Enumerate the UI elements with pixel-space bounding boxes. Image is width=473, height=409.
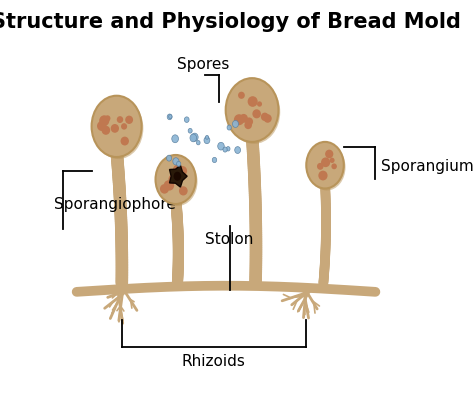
Text: Sporangium: Sporangium — [381, 158, 473, 173]
Ellipse shape — [111, 125, 119, 133]
Ellipse shape — [205, 136, 209, 140]
Ellipse shape — [227, 126, 231, 131]
Ellipse shape — [235, 147, 241, 154]
Ellipse shape — [261, 113, 269, 122]
Text: Spores: Spores — [177, 57, 229, 72]
Ellipse shape — [223, 148, 227, 153]
Ellipse shape — [245, 122, 252, 130]
Ellipse shape — [317, 164, 324, 171]
Ellipse shape — [204, 137, 210, 144]
Text: Rhizoids: Rhizoids — [182, 353, 246, 368]
Ellipse shape — [253, 110, 261, 119]
Ellipse shape — [245, 118, 253, 126]
Ellipse shape — [332, 164, 337, 170]
Ellipse shape — [166, 156, 172, 162]
Ellipse shape — [218, 143, 224, 151]
Ellipse shape — [234, 115, 244, 126]
Text: Structure and Physiology of Bread Mold: Structure and Physiology of Bread Mold — [0, 12, 461, 32]
Ellipse shape — [248, 97, 258, 108]
Ellipse shape — [169, 115, 172, 119]
Ellipse shape — [92, 97, 141, 157]
Ellipse shape — [167, 115, 172, 120]
Ellipse shape — [105, 116, 111, 122]
Ellipse shape — [226, 147, 230, 152]
Ellipse shape — [325, 150, 333, 159]
Ellipse shape — [99, 116, 109, 127]
Ellipse shape — [307, 143, 344, 189]
Ellipse shape — [173, 165, 183, 175]
Ellipse shape — [121, 137, 129, 146]
Ellipse shape — [308, 144, 346, 191]
Ellipse shape — [184, 117, 189, 123]
Ellipse shape — [232, 121, 238, 128]
Ellipse shape — [330, 158, 334, 164]
Ellipse shape — [191, 134, 198, 142]
Ellipse shape — [93, 99, 143, 160]
Text: Sporangiophore: Sporangiophore — [54, 197, 176, 212]
Ellipse shape — [188, 129, 192, 134]
Ellipse shape — [174, 172, 181, 181]
Ellipse shape — [160, 184, 169, 194]
Polygon shape — [169, 166, 187, 188]
Ellipse shape — [173, 158, 179, 166]
Ellipse shape — [179, 187, 188, 196]
Ellipse shape — [318, 171, 328, 181]
Ellipse shape — [239, 115, 248, 124]
Ellipse shape — [172, 135, 178, 144]
Ellipse shape — [176, 162, 181, 167]
Ellipse shape — [117, 117, 123, 124]
Ellipse shape — [164, 181, 173, 190]
Ellipse shape — [157, 157, 198, 207]
Ellipse shape — [196, 141, 200, 146]
Ellipse shape — [121, 124, 127, 130]
Ellipse shape — [125, 116, 133, 125]
Ellipse shape — [190, 135, 197, 142]
Ellipse shape — [263, 115, 272, 124]
Ellipse shape — [321, 158, 330, 168]
Ellipse shape — [238, 92, 245, 100]
Ellipse shape — [178, 166, 187, 176]
Ellipse shape — [156, 155, 196, 204]
Ellipse shape — [212, 158, 217, 163]
Ellipse shape — [226, 79, 279, 143]
Ellipse shape — [165, 181, 174, 191]
Ellipse shape — [102, 126, 110, 135]
Ellipse shape — [257, 102, 262, 108]
Ellipse shape — [97, 122, 106, 132]
Ellipse shape — [228, 81, 280, 144]
Ellipse shape — [168, 175, 177, 184]
Text: Stolon: Stolon — [205, 231, 254, 246]
